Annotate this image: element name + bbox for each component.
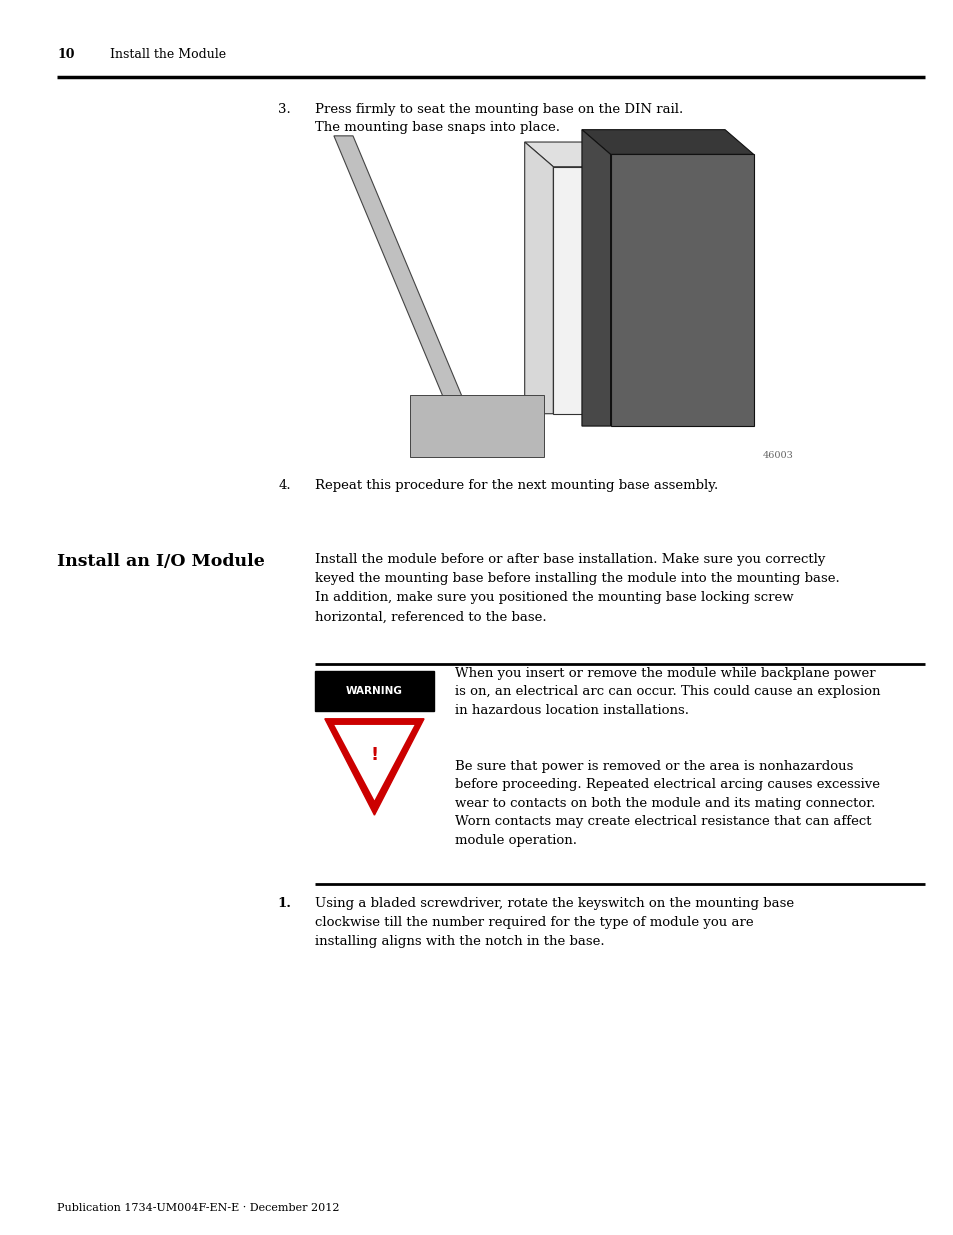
Text: Press firmly to seat the mounting base on the DIN rail.
The mounting base snaps : Press firmly to seat the mounting base o… <box>314 103 682 133</box>
Text: Install an I/O Module: Install an I/O Module <box>57 553 265 571</box>
Text: Install the Module: Install the Module <box>110 48 226 61</box>
Text: WARNING: WARNING <box>346 685 402 697</box>
FancyBboxPatch shape <box>314 671 434 711</box>
Polygon shape <box>581 130 610 426</box>
Polygon shape <box>334 136 476 432</box>
Polygon shape <box>524 142 724 167</box>
Text: Publication 1734-UM004F-EN-E · December 2012: Publication 1734-UM004F-EN-E · December … <box>57 1203 339 1213</box>
Polygon shape <box>410 395 543 457</box>
Text: 3.: 3. <box>278 103 291 116</box>
Polygon shape <box>553 167 724 414</box>
Polygon shape <box>581 130 753 154</box>
Text: !: ! <box>370 746 378 764</box>
Text: Install the module before or after base installation. Make sure you correctly
ke: Install the module before or after base … <box>314 553 839 624</box>
Polygon shape <box>324 719 423 815</box>
Text: Repeat this procedure for the next mounting base assembly.: Repeat this procedure for the next mount… <box>314 479 718 493</box>
Polygon shape <box>610 154 753 426</box>
Text: Be sure that power is removed or the area is nonhazardous
before proceeding. Rep: Be sure that power is removed or the are… <box>455 760 879 846</box>
Text: Using a bladed screwdriver, rotate the keyswitch on the mounting base
clockwise : Using a bladed screwdriver, rotate the k… <box>314 897 793 947</box>
Polygon shape <box>524 142 553 414</box>
Text: When you insert or remove the module while backplane power
is on, an electrical : When you insert or remove the module whi… <box>455 667 880 716</box>
Polygon shape <box>335 725 414 800</box>
Text: 46003: 46003 <box>762 451 793 459</box>
Text: 10: 10 <box>57 48 74 61</box>
Text: 4.: 4. <box>278 479 291 493</box>
Text: 1.: 1. <box>276 897 291 910</box>
